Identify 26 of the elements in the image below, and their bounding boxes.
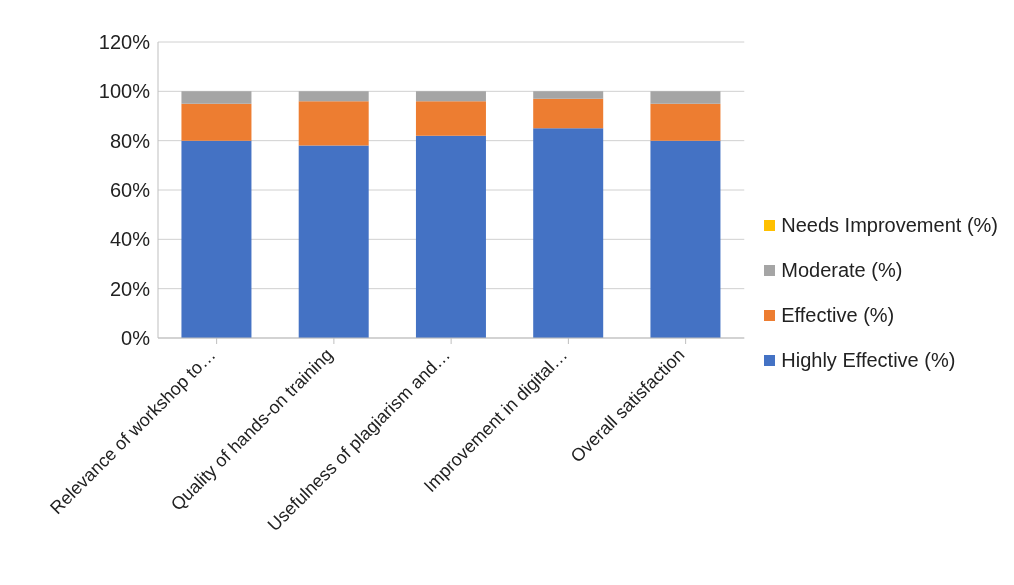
bar xyxy=(533,128,604,338)
bar xyxy=(415,101,486,136)
legend-label: Highly Effective (%) xyxy=(781,349,956,372)
bar xyxy=(650,140,721,338)
legend-label: Effective (%) xyxy=(781,304,895,327)
bar xyxy=(181,91,252,104)
y-tick-label: 100% xyxy=(98,80,151,103)
y-tick-label: 120% xyxy=(98,31,151,54)
y-tick-label: 80% xyxy=(109,129,151,152)
y-tick-label: 0% xyxy=(121,327,151,350)
bar xyxy=(650,91,721,104)
bar xyxy=(533,98,604,129)
bar xyxy=(298,101,369,146)
bar xyxy=(298,91,369,102)
bar xyxy=(298,145,369,338)
y-tick-label: 40% xyxy=(109,228,151,251)
bar xyxy=(415,135,486,338)
y-tick-label: 20% xyxy=(109,277,151,300)
bar xyxy=(650,103,721,141)
legend-label: Moderate (%) xyxy=(781,259,903,282)
bar xyxy=(181,140,252,338)
bar xyxy=(181,103,252,141)
bar xyxy=(415,91,486,102)
y-tick-label: 60% xyxy=(109,179,151,202)
bar xyxy=(533,91,604,99)
legend-label: Needs Improvement (%) xyxy=(781,214,998,237)
